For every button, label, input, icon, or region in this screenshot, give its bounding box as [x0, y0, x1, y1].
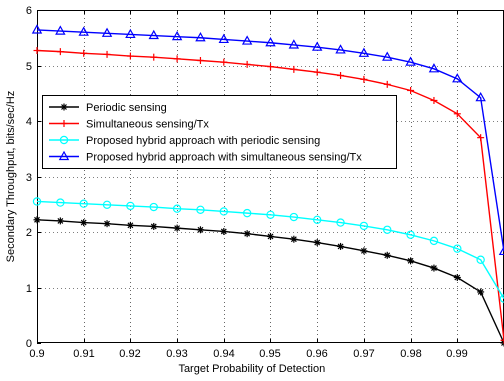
- data-point: [360, 247, 367, 254]
- data-point: [314, 239, 321, 246]
- legend-label: Simultaneous sensing/Tx: [86, 119, 209, 131]
- data-point: [290, 236, 297, 243]
- series-group: [33, 198, 504, 302]
- data-point: [197, 226, 204, 233]
- y-tick-label: 0: [26, 338, 32, 350]
- data-point: [57, 217, 64, 224]
- plot-frame: [38, 11, 504, 343]
- legend-label: Proposed hybrid approach with simultaneo…: [86, 152, 362, 164]
- y-axis-label: Secondary Throughput, bits/sec/Hz: [5, 91, 17, 263]
- x-axis-label: Target Probability of Detection: [178, 363, 325, 375]
- y-tick-label: 3: [26, 172, 32, 184]
- data-point: [430, 265, 437, 272]
- data-point: [150, 54, 157, 61]
- data-point: [197, 57, 204, 64]
- y-tick-label: 4: [26, 116, 32, 128]
- data-point: [360, 76, 367, 83]
- x-tick-label: 0.96: [306, 348, 327, 360]
- data-point: [150, 223, 157, 230]
- x-tick-label: 0.95: [259, 348, 280, 360]
- data-point: [267, 63, 274, 70]
- data-point: [244, 61, 251, 68]
- series-group: [34, 47, 504, 344]
- data-point: [127, 222, 134, 229]
- data-point: [384, 252, 391, 259]
- x-tick-label: 0.91: [73, 348, 94, 360]
- data-point: [104, 220, 111, 227]
- y-tick-label: 6: [26, 5, 32, 17]
- data-point: [430, 97, 437, 104]
- data-point: [407, 257, 414, 264]
- legend-label: Periodic sensing: [86, 102, 167, 114]
- y-tick-label: 1: [26, 283, 32, 295]
- data-point: [314, 69, 321, 76]
- data-point: [220, 228, 227, 235]
- data-point: [57, 48, 64, 55]
- data-point: [244, 230, 251, 237]
- data-point: [104, 51, 111, 58]
- data-point: [337, 243, 344, 250]
- series-group: [34, 216, 504, 346]
- legend-item: Proposed hybrid approach with periodic s…: [49, 135, 320, 147]
- x-tick-label: 0.93: [166, 348, 187, 360]
- data-point: [290, 66, 297, 73]
- data-point: [174, 225, 181, 232]
- data-point: [34, 216, 41, 223]
- data-point: [127, 53, 134, 60]
- x-tick-label: 0.94: [213, 348, 234, 360]
- grid-lines: [37, 10, 504, 343]
- data-point: [220, 59, 227, 66]
- x-tick-label: 0.99: [446, 348, 467, 360]
- y-tick-label: 2: [26, 227, 32, 239]
- data-point: [477, 288, 484, 295]
- data-point: [267, 233, 274, 240]
- y-tick-label: 5: [26, 61, 32, 73]
- legend-marker: [61, 104, 68, 111]
- data-point: [80, 219, 87, 226]
- data-series: [33, 25, 504, 346]
- data-point: [454, 274, 461, 281]
- data-point: [174, 55, 181, 62]
- data-point: [337, 72, 344, 79]
- data-point: [34, 47, 41, 54]
- x-tick-label: 0.92: [119, 348, 140, 360]
- x-tick-label: 0.97: [353, 348, 374, 360]
- data-point: [384, 81, 391, 88]
- legend-item: Proposed hybrid approach with simultaneo…: [49, 152, 362, 164]
- data-point: [80, 50, 87, 57]
- series-line: [37, 51, 504, 341]
- x-tick-label: 0.98: [400, 348, 421, 360]
- data-point: [407, 87, 414, 94]
- legend: Periodic sensing Simultaneous sensing/Tx P…: [43, 96, 397, 169]
- legend-label: Proposed hybrid approach with periodic s…: [86, 135, 320, 147]
